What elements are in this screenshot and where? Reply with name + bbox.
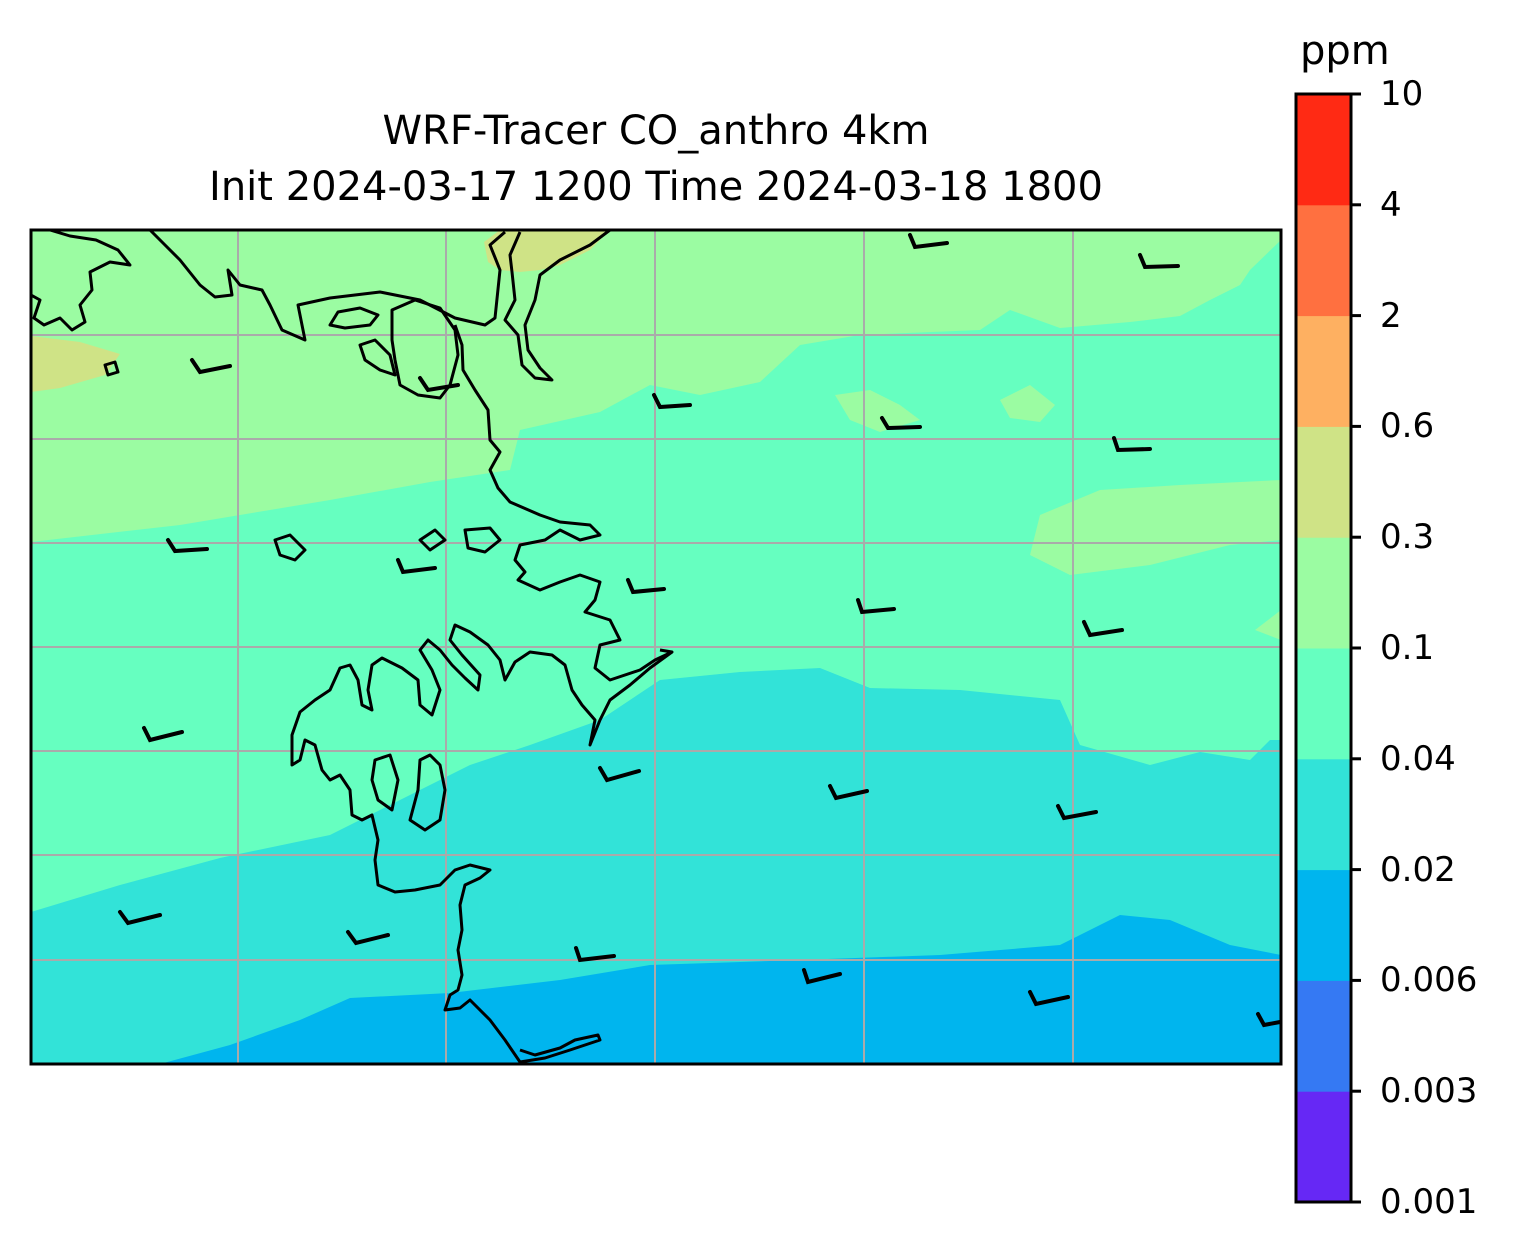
colorbar-band xyxy=(1296,537,1351,649)
wind-barb xyxy=(880,416,922,431)
wind-barb xyxy=(346,930,390,946)
wind-barb xyxy=(418,376,460,393)
wind-barb xyxy=(396,558,437,575)
wind-barb xyxy=(802,968,842,985)
colorbar-band xyxy=(1296,758,1351,871)
colorbar-tick-label: 0.1 xyxy=(1380,628,1435,668)
wind-barbs xyxy=(118,233,1282,1028)
wind-barb xyxy=(908,233,949,250)
colorbar-band xyxy=(1296,648,1351,760)
colorbar-tick-label: 0.04 xyxy=(1380,738,1456,779)
wind-barb xyxy=(166,538,209,554)
colorbar-tick-label: 0.6 xyxy=(1380,406,1435,447)
wind-barb xyxy=(652,393,692,410)
wind-barb xyxy=(626,578,666,595)
colorbar-tick-label: 0.003 xyxy=(1380,1071,1478,1112)
wind-barb xyxy=(1112,436,1152,453)
contour-0.006-0.02 xyxy=(160,915,1281,1064)
colorbar-band xyxy=(1296,869,1351,981)
wind-barb xyxy=(1082,620,1124,638)
map-subtitle: Init 2024-03-17 1200 Time 2024-03-18 180… xyxy=(209,164,1103,210)
contour-0.1-0.3-patch xyxy=(1255,610,1281,640)
wind-barb xyxy=(1138,253,1180,270)
map-title: WRF-Tracer CO_anthro 4km xyxy=(382,108,930,154)
colorbar-band xyxy=(1296,94,1351,206)
colorbar-tick-label: 4 xyxy=(1380,184,1402,225)
colorbar-unit: ppm xyxy=(1300,28,1390,74)
colorbar-band xyxy=(1296,1091,1351,1203)
wind-barb xyxy=(598,766,641,783)
gridlines xyxy=(31,230,1281,1064)
colorbar-tick-label: 2 xyxy=(1380,295,1402,336)
coastlines xyxy=(31,230,674,1064)
colorbar-band xyxy=(1296,980,1351,1092)
map-frame xyxy=(29,228,1283,1066)
wind-barb xyxy=(1056,804,1098,821)
wind-barb xyxy=(118,910,162,926)
colorbar-tick-label: 0.3 xyxy=(1380,517,1435,558)
wind-barb xyxy=(574,946,616,963)
contour-0.1-0.3-patch xyxy=(1030,480,1281,575)
wind-barb xyxy=(142,726,184,743)
colorbar-band xyxy=(1296,204,1351,317)
contour-0.3-0.6 xyxy=(31,336,120,392)
wind-barb xyxy=(1256,1012,1282,1028)
contour-0.1-0.3-patch xyxy=(1000,385,1055,422)
colorbar-band xyxy=(1296,426,1351,538)
colorbar-tick-label: 0.006 xyxy=(1380,960,1478,1001)
wind-barb xyxy=(190,358,232,375)
wind-barb xyxy=(1028,990,1070,1007)
colorbar-tick-label: 0.02 xyxy=(1380,849,1456,890)
colorbar-tick-label: 0.001 xyxy=(1380,1182,1478,1222)
colorbar-tick-label: 10 xyxy=(1380,74,1424,114)
wind-barb xyxy=(828,784,869,801)
colorbar-ticks xyxy=(1351,92,1361,1204)
wind-barb xyxy=(856,598,896,615)
colorbar-band xyxy=(1296,315,1351,427)
colorbar xyxy=(1296,94,1351,1203)
contour-0.1-0.3-patch xyxy=(835,390,920,432)
